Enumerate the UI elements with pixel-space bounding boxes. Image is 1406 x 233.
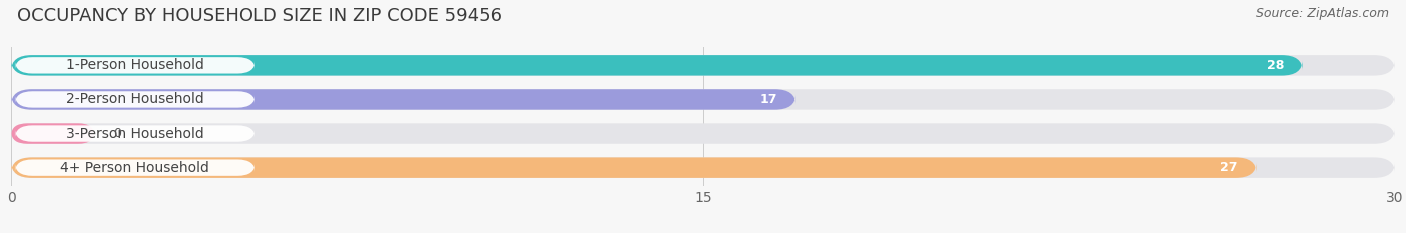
Text: 0: 0 bbox=[112, 127, 121, 140]
FancyBboxPatch shape bbox=[11, 55, 1302, 75]
Text: OCCUPANCY BY HOUSEHOLD SIZE IN ZIP CODE 59456: OCCUPANCY BY HOUSEHOLD SIZE IN ZIP CODE … bbox=[17, 7, 502, 25]
FancyBboxPatch shape bbox=[15, 159, 254, 176]
Text: 1-Person Household: 1-Person Household bbox=[66, 58, 204, 72]
Text: 4+ Person Household: 4+ Person Household bbox=[60, 161, 209, 175]
FancyBboxPatch shape bbox=[11, 89, 796, 110]
FancyBboxPatch shape bbox=[11, 55, 1395, 75]
Text: 2-Person Household: 2-Person Household bbox=[66, 93, 204, 106]
Text: 3-Person Household: 3-Person Household bbox=[66, 127, 204, 140]
Text: 17: 17 bbox=[759, 93, 776, 106]
FancyBboxPatch shape bbox=[11, 89, 1395, 110]
Text: 27: 27 bbox=[1220, 161, 1237, 174]
FancyBboxPatch shape bbox=[11, 158, 1395, 178]
FancyBboxPatch shape bbox=[11, 123, 94, 144]
FancyBboxPatch shape bbox=[11, 123, 1395, 144]
FancyBboxPatch shape bbox=[15, 57, 254, 74]
Text: Source: ZipAtlas.com: Source: ZipAtlas.com bbox=[1256, 7, 1389, 20]
FancyBboxPatch shape bbox=[15, 125, 254, 142]
FancyBboxPatch shape bbox=[11, 158, 1257, 178]
FancyBboxPatch shape bbox=[15, 91, 254, 108]
Text: 28: 28 bbox=[1267, 59, 1284, 72]
